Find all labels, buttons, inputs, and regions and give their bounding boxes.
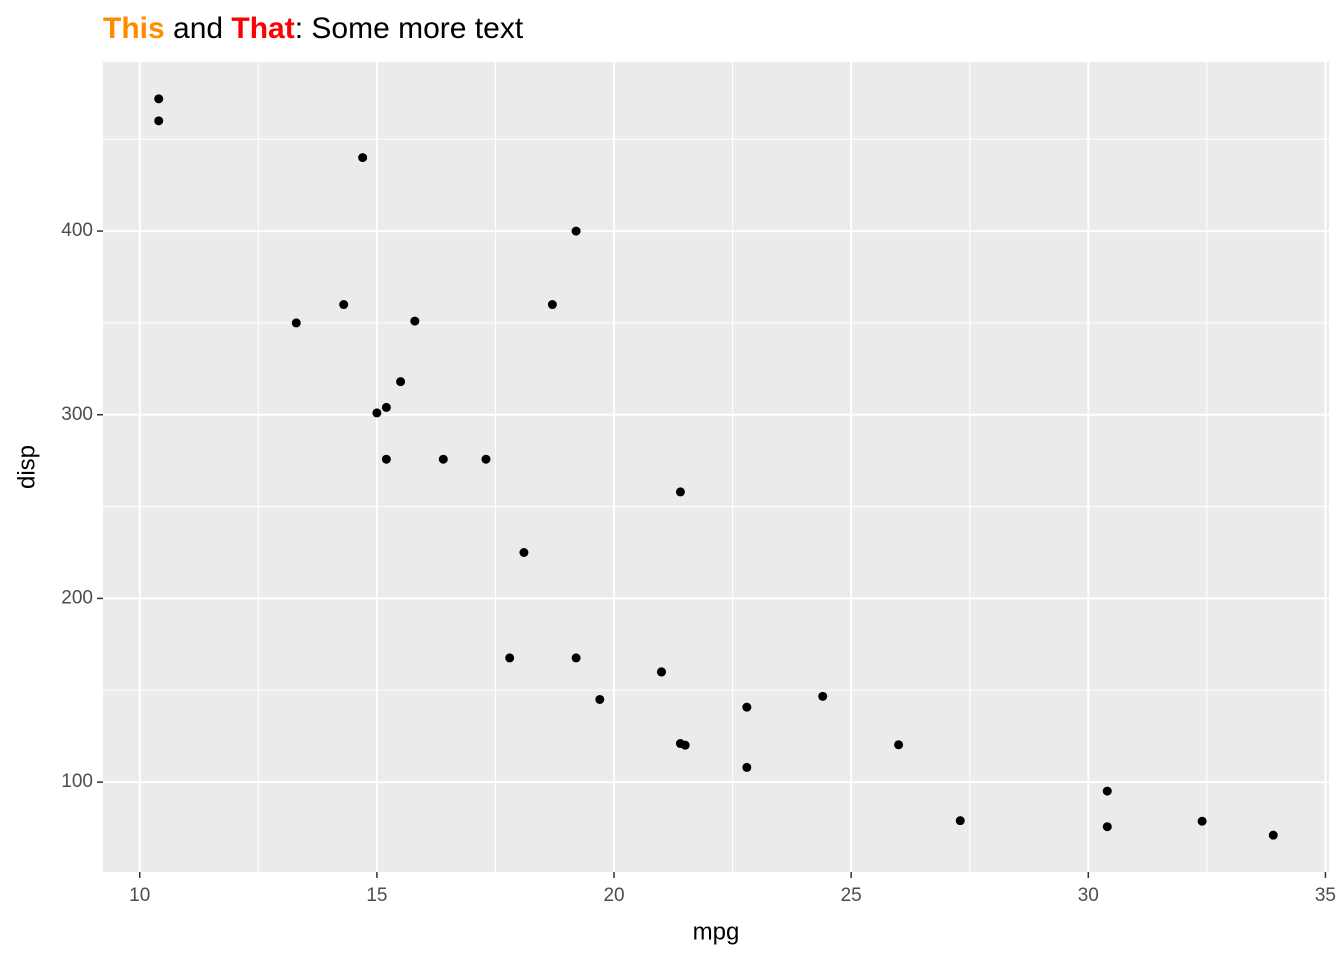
point — [154, 94, 164, 104]
point — [481, 454, 491, 464]
point — [1268, 830, 1278, 840]
y-axis-title: disp — [13, 445, 40, 489]
y-tick-label: 300 — [61, 404, 93, 425]
y-tick-label: 200 — [61, 587, 93, 608]
title-part: : Some more text — [295, 12, 524, 45]
point — [154, 116, 164, 126]
point — [396, 377, 406, 387]
point — [1102, 822, 1112, 832]
point — [571, 226, 581, 236]
point — [410, 316, 420, 326]
point — [381, 454, 391, 464]
point — [656, 667, 666, 677]
point — [675, 487, 685, 497]
point — [291, 318, 301, 328]
point — [505, 653, 515, 663]
point — [595, 694, 605, 704]
point — [894, 740, 904, 750]
points — [154, 94, 1278, 840]
x-tick-label: 15 — [366, 885, 387, 906]
x-tick-label: 10 — [129, 885, 150, 906]
x-tick-label: 25 — [841, 885, 862, 906]
point — [1102, 786, 1112, 796]
y-tick-label: 100 — [61, 771, 93, 792]
point — [519, 548, 529, 558]
point — [818, 691, 828, 701]
point — [381, 402, 391, 412]
point — [955, 816, 965, 826]
point — [547, 300, 557, 310]
point — [742, 762, 752, 772]
x-tick-label: 20 — [603, 885, 624, 906]
chart-title: This and That: Some more text — [103, 12, 524, 45]
grid — [103, 62, 1329, 872]
panel — [103, 62, 1329, 872]
point — [339, 300, 349, 310]
point — [1197, 816, 1207, 826]
point — [675, 739, 685, 749]
x-axis-title: mpg — [693, 918, 740, 945]
point — [742, 702, 752, 712]
point — [571, 653, 581, 663]
x-tick-label: 35 — [1315, 885, 1336, 906]
point — [358, 153, 368, 163]
y-tick-label: 400 — [61, 220, 93, 241]
point — [438, 454, 448, 464]
point — [372, 408, 382, 418]
x-tick-label: 30 — [1078, 885, 1099, 906]
title-part: That — [231, 12, 294, 45]
title-part: This — [103, 12, 165, 45]
title-part: and — [165, 12, 232, 45]
